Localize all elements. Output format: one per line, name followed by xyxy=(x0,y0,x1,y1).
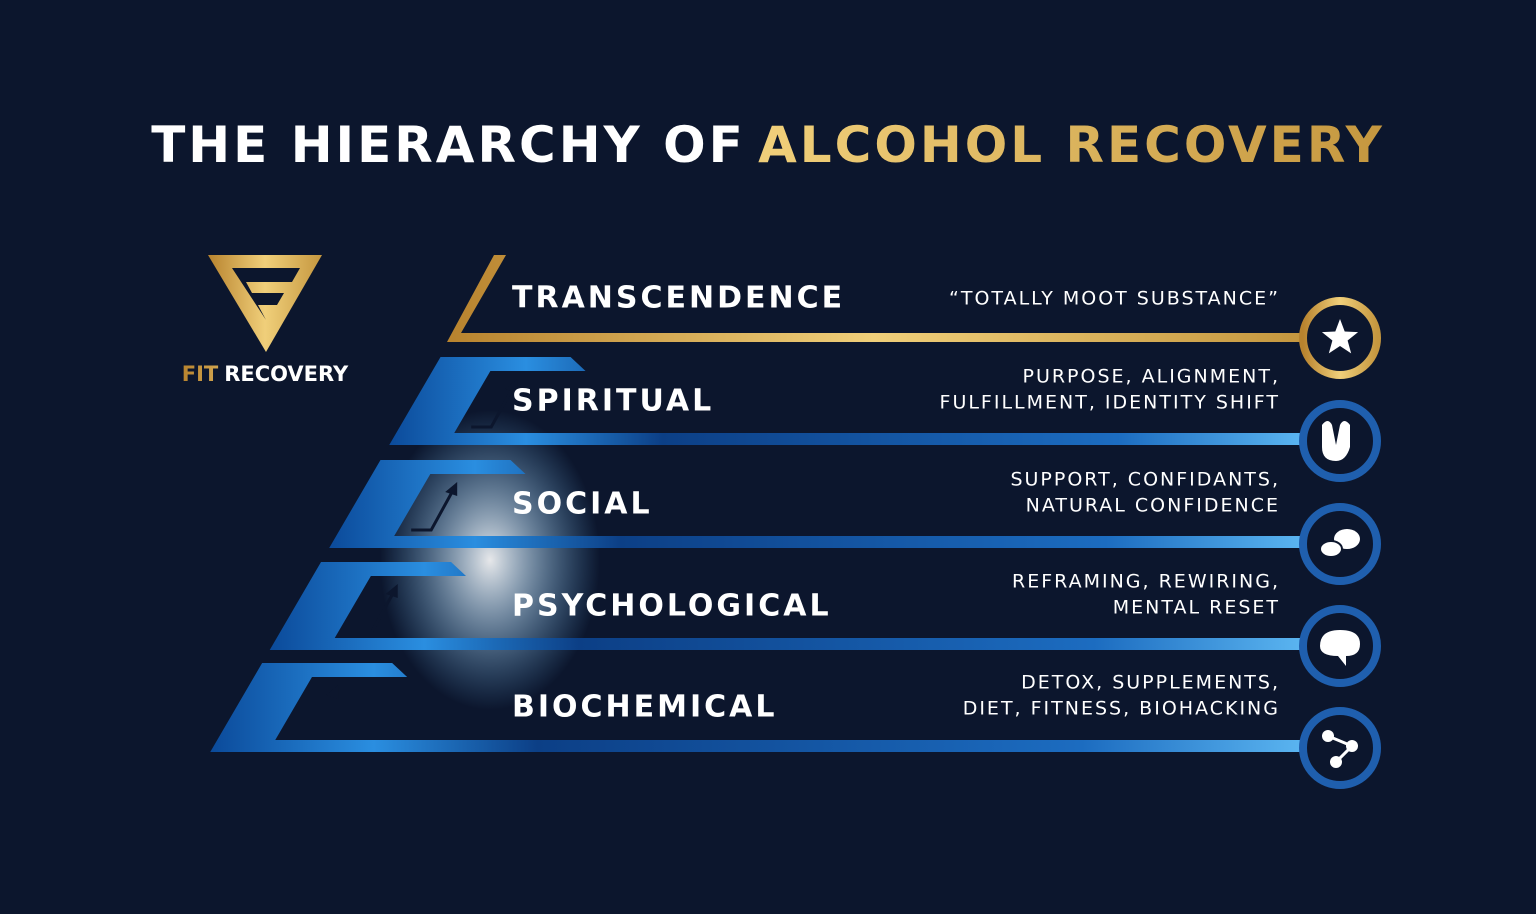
level-label: SPIRITUAL xyxy=(512,384,714,419)
title: THE HIERARCHY OF ALCOHOL RECOVERY xyxy=(151,116,1385,174)
level-arrow-head xyxy=(385,584,398,598)
icon-bubble xyxy=(1319,540,1343,558)
icon-ring xyxy=(1299,707,1381,789)
level-description: FULFILLMENT, IDENTITY SHIFT xyxy=(940,392,1280,414)
level-description: DIET, FITNESS, BIOHACKING xyxy=(963,698,1280,720)
level: TRANSCENDENCE “TOTALLY MOOT SUBSTANCE” xyxy=(447,255,1381,379)
logo-cutout xyxy=(232,268,300,320)
level-frame xyxy=(447,255,1300,342)
title-lead: THE HIERARCHY OF xyxy=(151,116,740,174)
level-arrow xyxy=(411,489,455,532)
level: PSYCHOLOGICAL REFRAMING, REWIRING, MENTAL … xyxy=(269,562,1381,687)
level: SOCIAL SUPPORT, CONFIDANTS, NATURAL CONFID… xyxy=(329,460,1381,585)
pyramid: TRANSCENDENCE “TOTALLY MOOT SUBSTANCE” SPI… xyxy=(210,255,1381,789)
logo-text: FIT RECOVERY xyxy=(182,362,349,386)
icon-molecule-atom xyxy=(1346,740,1358,752)
level-description: REFRAMING, REWIRING, xyxy=(1012,571,1280,593)
icon-brain xyxy=(1320,630,1360,666)
level-arrow xyxy=(351,591,396,634)
icon-molecule-atom xyxy=(1322,730,1334,742)
level-description: MENTAL RESET xyxy=(1113,597,1280,619)
level-arrow-head xyxy=(505,379,518,393)
level-description: DETOX, SUPPLEMENTS, xyxy=(1021,672,1280,694)
title-highlight: ALCOHOL RECOVERY xyxy=(758,116,1385,174)
level-arrow xyxy=(471,386,515,429)
level-frame xyxy=(389,357,1301,445)
level: BIOCHEMICAL DETOX, SUPPLEMENTS, DIET, FITN… xyxy=(210,663,1381,789)
logo: FIT RECOVERY xyxy=(182,255,349,386)
level: SPIRITUAL PURPOSE, ALIGNMENT, FULFILLMENT,… xyxy=(389,357,1381,482)
icon-molecule-atom xyxy=(1330,756,1342,768)
level-arrow-head xyxy=(326,685,339,699)
level-frame xyxy=(269,562,1301,650)
level-description: PURPOSE, ALIGNMENT, xyxy=(1022,366,1280,388)
level-description: SUPPORT, CONFIDANTS, xyxy=(1010,469,1280,491)
level-label: PSYCHOLOGICAL xyxy=(512,589,832,624)
logo-brand: FIT xyxy=(182,362,219,386)
level-label: BIOCHEMICAL xyxy=(512,690,778,725)
level-frame xyxy=(329,460,1300,548)
level-label: SOCIAL xyxy=(512,487,653,522)
level-description: “TOTALLY MOOT SUBSTANCE” xyxy=(949,288,1280,310)
level-arrow xyxy=(292,692,336,736)
level-frame xyxy=(210,663,1300,752)
icon-hands xyxy=(1322,421,1350,461)
icon-star xyxy=(1321,319,1359,354)
logo-name: RECOVERY xyxy=(224,362,349,386)
level-description: NATURAL CONFIDENCE xyxy=(1026,495,1280,517)
light-flare xyxy=(380,410,600,710)
level-arrow-head xyxy=(445,482,458,496)
level-label: TRANSCENDENCE xyxy=(512,281,845,316)
